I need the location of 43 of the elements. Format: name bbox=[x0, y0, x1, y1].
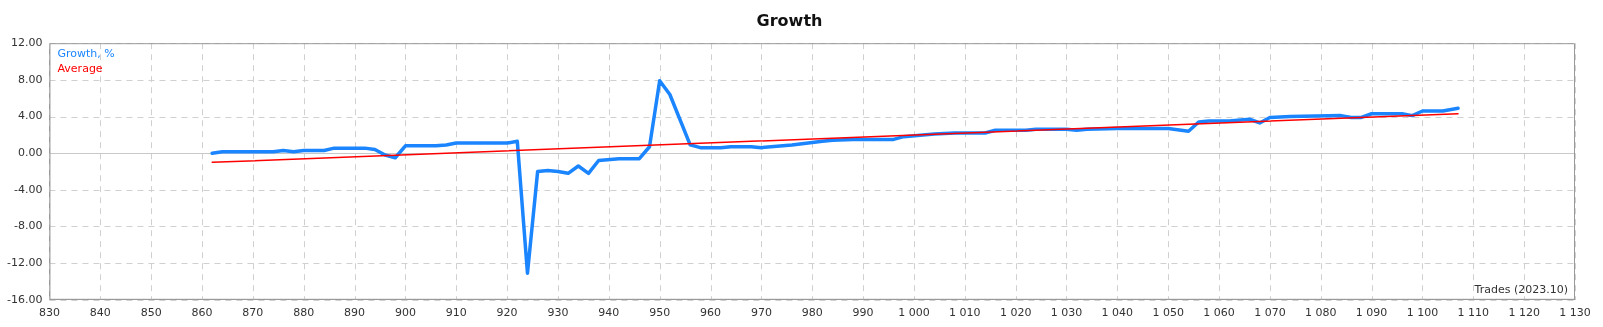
x-tick-label: 960 bbox=[700, 306, 722, 320]
x-tick-label: 1 070 bbox=[1254, 306, 1286, 320]
x-tick-label: 930 bbox=[547, 306, 569, 320]
y-tick-label: -4.00 bbox=[13, 182, 43, 196]
x-tick-label: 920 bbox=[496, 306, 518, 320]
x-tick-label: 1 050 bbox=[1152, 306, 1184, 320]
y-tick-label: -8.00 bbox=[13, 219, 43, 233]
x-tick-label: 1 090 bbox=[1355, 306, 1388, 320]
x-tick-label: 840 bbox=[89, 306, 111, 320]
x-tick-label: 1 110 bbox=[1457, 306, 1490, 320]
y-tick-label: 0.00 bbox=[17, 146, 43, 160]
x-tick-label: 1 120 bbox=[1508, 306, 1540, 320]
x-tick-label: 1 080 bbox=[1304, 306, 1337, 320]
x-tick-label: 1 000 bbox=[898, 306, 930, 320]
y-tick-label: 12.00 bbox=[10, 36, 43, 50]
x-tick-label: 1 060 bbox=[1203, 306, 1235, 320]
x-tick-label: 890 bbox=[344, 306, 366, 320]
y-tick-label: -12.00 bbox=[6, 256, 43, 269]
x-tick-label: 990 bbox=[852, 306, 874, 320]
x-tick-label: 860 bbox=[191, 306, 213, 320]
y-tick-label: 4.00 bbox=[17, 109, 43, 123]
x-tick-label: 940 bbox=[598, 306, 620, 320]
chart-title: Growth bbox=[756, 10, 823, 30]
y-tick-label: 8.00 bbox=[17, 72, 43, 86]
x-tick-label: 1 100 bbox=[1406, 306, 1439, 320]
text: Average bbox=[57, 62, 103, 76]
text: Growth, % bbox=[57, 47, 115, 61]
x-tick-label: 880 bbox=[293, 306, 315, 320]
x-tick-label: 980 bbox=[801, 306, 823, 320]
x-tick-label: 1 030 bbox=[1050, 306, 1083, 320]
x-axis-title: Trades (2023.10) bbox=[1473, 283, 1568, 297]
y-tick-label: -16.00 bbox=[6, 292, 43, 306]
x-tick-label: 870 bbox=[242, 306, 264, 320]
x-tick-label: 830 bbox=[38, 306, 60, 320]
x-tick-label: 900 bbox=[394, 306, 416, 320]
x-tick-label: 850 bbox=[140, 306, 162, 320]
x-tick-label: 1 040 bbox=[1101, 306, 1134, 320]
x-tick-label: 970 bbox=[750, 306, 772, 320]
x-tick-label: 910 bbox=[445, 306, 467, 320]
x-tick-label: 1 010 bbox=[949, 306, 981, 320]
x-tick-label: 950 bbox=[649, 306, 671, 320]
x-tick-label: 1 130 bbox=[1559, 306, 1591, 320]
x-tick-label: 1 020 bbox=[999, 306, 1032, 320]
